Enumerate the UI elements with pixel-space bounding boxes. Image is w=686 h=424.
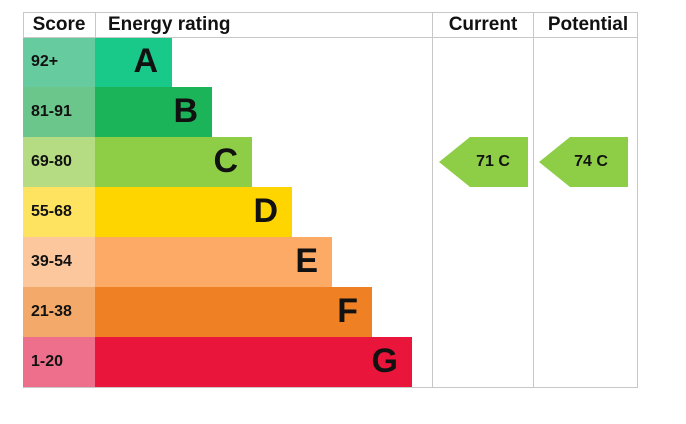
potential-arrow [539,137,628,187]
score-label: 81-91 [31,103,72,120]
score-label: 39-54 [31,253,72,270]
score-label: 69-80 [31,153,72,170]
band-bar [95,137,252,187]
potential-label: 74 C [574,153,608,170]
band-letter: A [133,42,158,80]
band-letter: B [173,92,198,130]
header-rating: Energy rating [108,14,230,35]
band-letter: C [213,142,238,180]
bands: 92+ A 81-91 B 69-80 C 55-68 D 39-54 E 21-38 F 1-20 G [23,37,412,387]
band-letter: D [253,192,278,230]
band-bar [95,337,412,387]
score-label: 1-20 [31,353,63,370]
score-label: 21-38 [31,303,72,320]
current-label: 71 C [476,153,510,170]
band-bar [95,237,332,287]
header-score: Score [33,14,86,35]
band-bar [95,287,372,337]
score-cell [23,187,95,237]
band-bar [95,37,172,87]
current-arrow [439,137,528,187]
header-current: Current [449,14,518,35]
band-letter: E [295,242,318,280]
band-bar [95,187,292,237]
band-letter: F [337,292,358,330]
score-cell [23,337,95,387]
band-bar [95,87,212,137]
header-potential: Potential [548,14,628,35]
score-cell [23,87,95,137]
band-letter: G [372,342,398,380]
score-cell [23,37,95,87]
score-label: 55-68 [31,203,72,220]
score-label: 92+ [31,53,58,70]
grid [23,12,638,388]
score-cell [23,287,95,337]
score-cell [23,137,95,187]
score-cell [23,237,95,287]
